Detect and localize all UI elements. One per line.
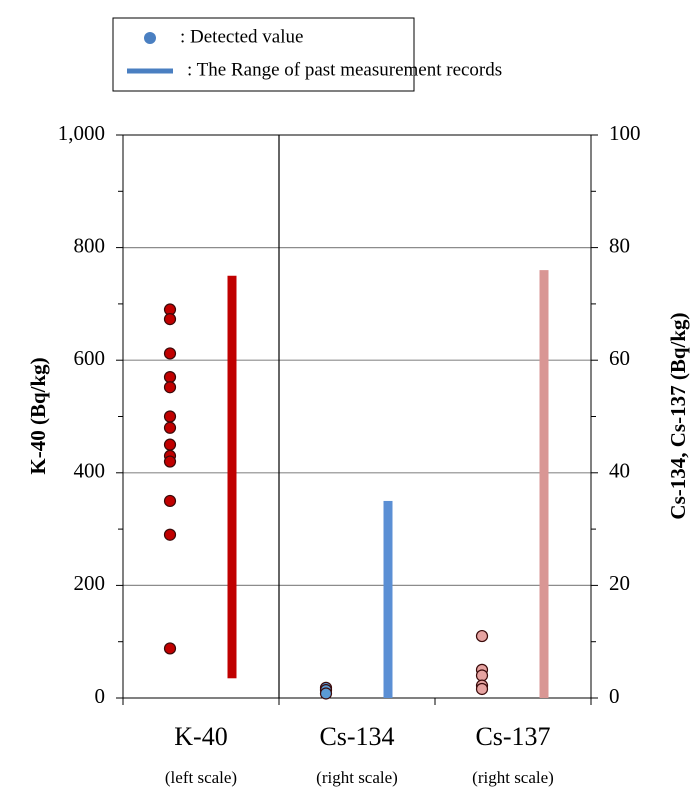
detected-point	[475, 629, 489, 643]
detected-point	[163, 370, 177, 384]
legend-dot	[144, 32, 156, 44]
y-tick-label: 1,000	[58, 121, 105, 145]
detected-point	[163, 381, 177, 394]
plot-frame	[122, 134, 592, 699]
y2-tick-label: 40	[609, 459, 630, 483]
detected-point	[163, 438, 177, 451]
y2-tick-label: 20	[609, 571, 630, 595]
legend-bar	[127, 68, 173, 74]
detected-point	[163, 528, 177, 541]
y2-tick-label: 60	[609, 346, 630, 370]
y2-tick-label: 0	[609, 684, 620, 708]
x-tick-label: Cs-137	[475, 722, 550, 751]
y2-tick-label: 80	[609, 233, 630, 257]
y-tick-label: 800	[74, 233, 106, 257]
y-tick-label: 600	[74, 346, 106, 370]
detected-point	[163, 313, 177, 326]
y2-tick-label: 100	[609, 121, 641, 145]
legend: : Detected value : The Range of past meas…	[127, 26, 502, 80]
detected-point	[163, 455, 177, 468]
x-tick-note: (right scale)	[472, 768, 554, 787]
y-tick-label: 400	[74, 459, 106, 483]
legend-label: : The Range of past measurement records	[187, 59, 502, 80]
detected-point	[163, 494, 177, 508]
detected-point	[475, 669, 489, 682]
detected-point	[319, 687, 333, 700]
x-tick-note: (left scale)	[165, 768, 237, 787]
y-tick-label: 200	[74, 571, 106, 595]
legend-box	[112, 17, 415, 92]
y2-axis-title: Cs-134, Cs-137 (Bq/kg)	[666, 312, 690, 519]
detected-point	[163, 421, 177, 434]
range-bar	[539, 270, 549, 698]
x-tick-note: (right scale)	[316, 768, 398, 787]
detected-point	[475, 682, 489, 696]
detected-point	[163, 410, 177, 423]
legend-label: : Detected value	[180, 26, 303, 47]
y-tick-label: 0	[95, 684, 106, 708]
x-tick-label: K-40	[174, 722, 227, 751]
range-bar	[227, 275, 237, 679]
detected-point	[163, 347, 177, 360]
y-axis-title: K-40 (Bq/kg)	[26, 357, 50, 474]
detected-point	[163, 642, 177, 655]
x-tick-label: Cs-134	[319, 722, 394, 751]
range-bar	[383, 500, 393, 698]
